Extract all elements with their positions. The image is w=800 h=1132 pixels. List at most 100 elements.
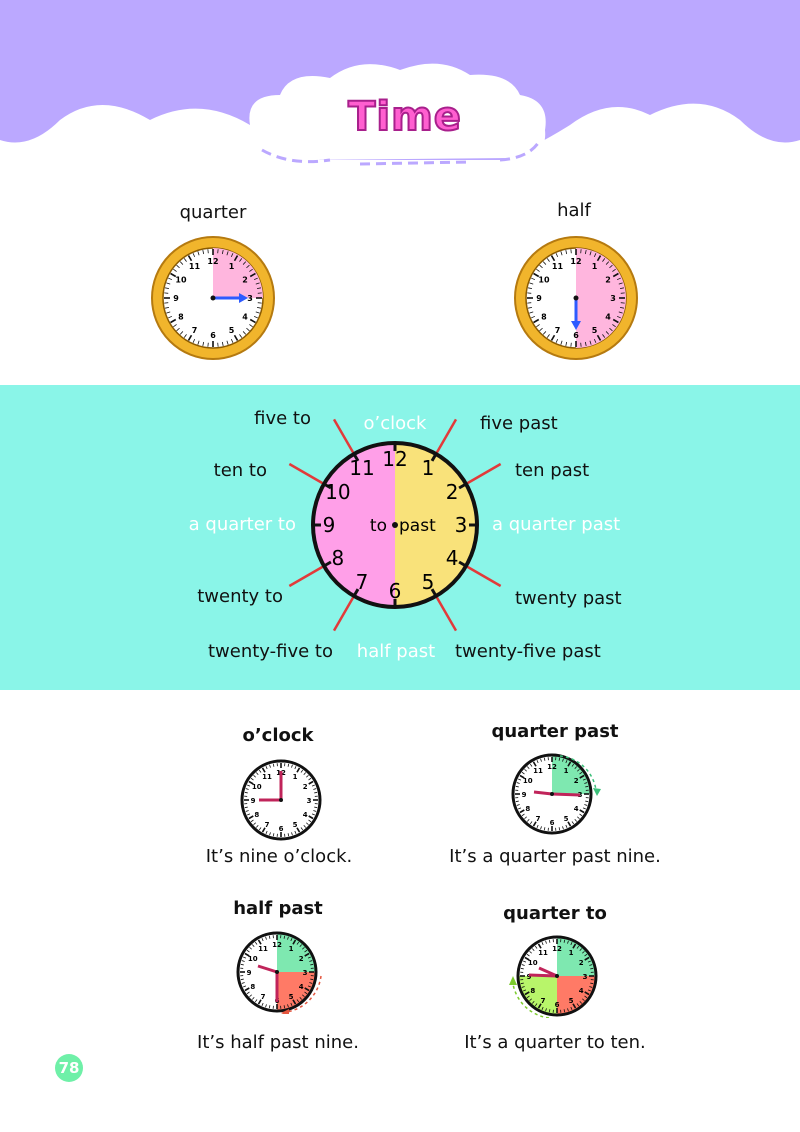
clock-number: 1 bbox=[289, 945, 294, 953]
header-banner bbox=[0, 0, 800, 166]
clock-number: 4 bbox=[579, 987, 584, 995]
clock-number: 10 bbox=[538, 276, 550, 285]
clock-number: 1 bbox=[569, 949, 574, 957]
clock-number: 1 bbox=[592, 262, 598, 271]
diagram-number: 8 bbox=[331, 546, 344, 570]
caption-half-past-nine: It’s half past nine. bbox=[197, 1032, 359, 1053]
clock-number: 6 bbox=[573, 331, 579, 340]
clock-number: 5 bbox=[229, 326, 235, 335]
quarter-label: quarter bbox=[179, 202, 247, 223]
page-title: Time bbox=[347, 93, 462, 141]
clock-number: 2 bbox=[579, 959, 584, 967]
clock-number: 5 bbox=[569, 997, 574, 1005]
clock-number: 9 bbox=[251, 797, 256, 805]
clock-number: 8 bbox=[254, 811, 259, 819]
clock-number: 8 bbox=[178, 313, 184, 322]
clock-number: 3 bbox=[583, 973, 588, 981]
clock-number: 3 bbox=[247, 294, 253, 303]
clock-number: 8 bbox=[530, 987, 535, 995]
label-twenty-to: twenty to bbox=[197, 586, 283, 607]
label-quarter-past: a quarter past bbox=[492, 514, 621, 535]
clock-number: 6 bbox=[210, 331, 216, 340]
clock-number: 6 bbox=[550, 819, 555, 827]
caption-quarter-to-ten: It’s a quarter to ten. bbox=[464, 1032, 646, 1053]
clock-number: 8 bbox=[525, 805, 530, 813]
clock-number: 7 bbox=[261, 993, 266, 1001]
clock-number: 2 bbox=[242, 276, 248, 285]
clock-number: 6 bbox=[279, 825, 284, 833]
clock-number: 3 bbox=[303, 969, 308, 977]
clock-number: 9 bbox=[527, 973, 532, 981]
clock-number: 2 bbox=[574, 777, 579, 785]
pointer-line bbox=[432, 418, 458, 459]
clock-number: 8 bbox=[250, 983, 255, 991]
pointer-line bbox=[288, 462, 329, 488]
clock-number: 12 bbox=[547, 763, 557, 771]
pointer-line bbox=[332, 591, 358, 632]
diagram-number: 12 bbox=[382, 447, 407, 471]
clock-number: 8 bbox=[541, 313, 547, 322]
clock-number: 2 bbox=[303, 783, 308, 791]
clock-number: 10 bbox=[248, 955, 258, 963]
clock-number: 12 bbox=[570, 257, 581, 266]
clock-number: 4 bbox=[605, 313, 611, 322]
clock-number: 10 bbox=[528, 959, 538, 967]
clock-number: 5 bbox=[289, 993, 294, 1001]
diagram-number: 6 bbox=[389, 579, 402, 603]
label-quarter-to: a quarter to bbox=[188, 514, 296, 535]
diagram-number: 10 bbox=[325, 480, 350, 504]
to-half bbox=[313, 443, 395, 607]
past-half bbox=[395, 443, 477, 607]
caption-nine-oclock: It’s nine o’clock. bbox=[205, 846, 353, 867]
diagram-number: 11 bbox=[349, 456, 374, 480]
diagram-number: 5 bbox=[422, 570, 435, 594]
clock-number: 3 bbox=[578, 791, 583, 799]
clock-number: 7 bbox=[555, 326, 561, 335]
clock-number: 7 bbox=[265, 821, 270, 829]
clock-number: 1 bbox=[293, 773, 298, 781]
page-number: 78 bbox=[55, 1054, 83, 1082]
clock-number: 6 bbox=[555, 1001, 560, 1009]
clock-number: 5 bbox=[293, 821, 298, 829]
clock-number: 1 bbox=[564, 767, 569, 775]
clock-number: 4 bbox=[242, 313, 248, 322]
diagram-number: 2 bbox=[446, 480, 459, 504]
pointer-line bbox=[461, 562, 502, 588]
clock-number: 2 bbox=[299, 955, 304, 963]
clock-number: 11 bbox=[533, 767, 543, 775]
clock-number: 11 bbox=[538, 949, 548, 957]
clock-number: 11 bbox=[262, 773, 272, 781]
clock-number: 2 bbox=[605, 276, 611, 285]
past-label: past bbox=[399, 516, 436, 536]
clock-number: 9 bbox=[173, 294, 179, 303]
label-ten-past: ten past bbox=[515, 460, 590, 481]
label-five-past: five past bbox=[480, 413, 558, 434]
clock-number: 12 bbox=[552, 945, 562, 953]
clock-number: 7 bbox=[541, 997, 546, 1005]
heading-quarter-to: quarter to bbox=[503, 903, 607, 924]
clock-number: 7 bbox=[536, 815, 541, 823]
pointer-line bbox=[332, 418, 358, 459]
label-five-to: five to bbox=[254, 408, 311, 429]
label-twenty-five-past: twenty-five past bbox=[455, 641, 601, 662]
clock-number: 4 bbox=[574, 805, 579, 813]
pointer-line bbox=[461, 462, 502, 488]
clock-number: 11 bbox=[189, 262, 201, 271]
heading-oclock: o’clock bbox=[242, 725, 314, 746]
clock-number: 3 bbox=[307, 797, 312, 805]
clock-number: 3 bbox=[610, 294, 616, 303]
to-label: to bbox=[370, 516, 387, 536]
clock-number: 12 bbox=[207, 257, 218, 266]
heading-half-past: half past bbox=[233, 898, 323, 919]
clock-number: 5 bbox=[564, 815, 569, 823]
label-ten-to: ten to bbox=[213, 460, 267, 481]
label-twenty-past: twenty past bbox=[515, 588, 622, 609]
clock-number: 10 bbox=[523, 777, 533, 785]
label-half-past: half past bbox=[356, 641, 436, 662]
